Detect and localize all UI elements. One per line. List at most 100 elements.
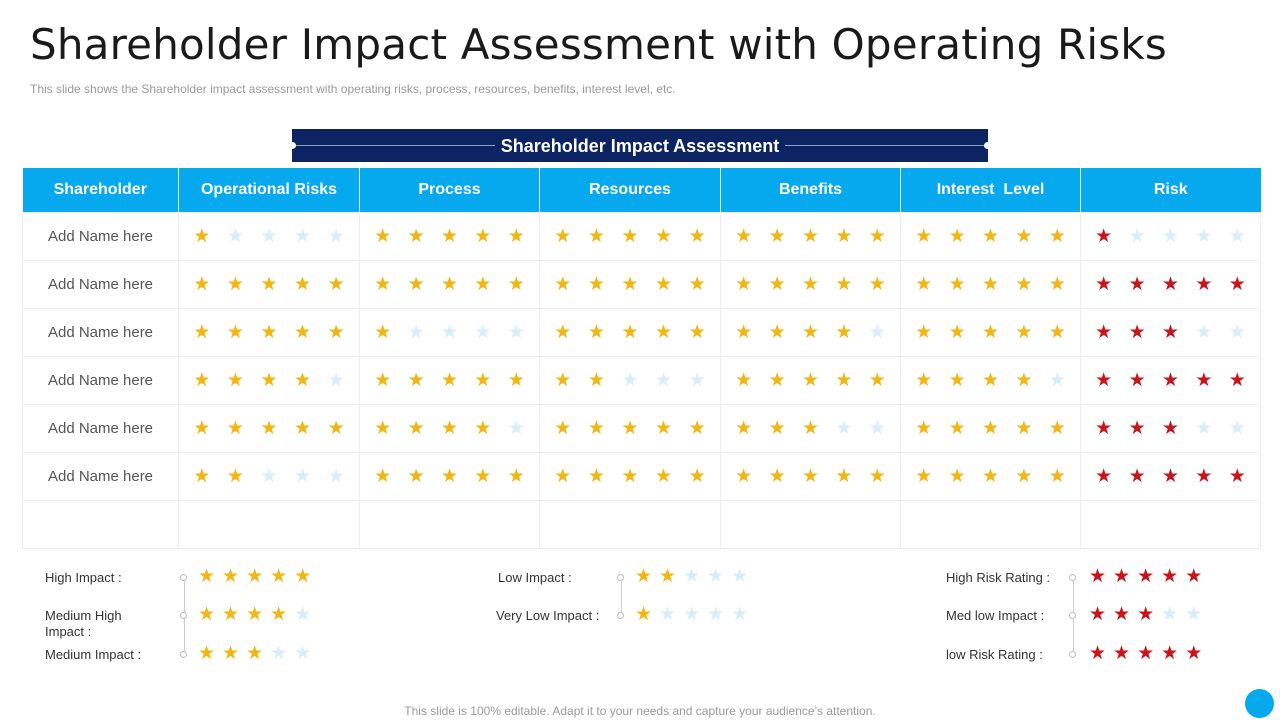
banner-title: Shareholder Impact Assessment	[292, 136, 988, 157]
rating-cell: ★ ★ ★ ★ ★	[178, 404, 360, 453]
table-row-empty	[22, 500, 1261, 549]
table-row: Add Name here ★ ★ ★ ★ ★ ★ ★ ★ ★ ★ ★ ★ ★ ★ ★ ★ ★ ★ ★ ★ ★ ★ ★ ★ ★ ★ ★…	[22, 356, 1261, 405]
legend-dot	[1069, 651, 1076, 658]
empty-star-icon: ★	[327, 226, 345, 247]
table-row: Add Name here ★ ★ ★ ★ ★ ★ ★ ★ ★ ★ ★ ★ ★ ★ ★ ★ ★ ★ ★ ★ ★ ★ ★ ★ ★ ★ ★…	[22, 212, 1261, 261]
rating-cell: ★ ★ ★ ★ ★	[539, 404, 721, 453]
star-rating: ★ ★ ★ ★ ★	[901, 419, 1080, 438]
filled-star-icon: ★	[1113, 604, 1131, 625]
filled-star-icon: ★	[1161, 274, 1179, 295]
rating-cell: ★ ★ ★ ★ ★	[1080, 308, 1261, 357]
table-body: Add Name here ★ ★ ★ ★ ★ ★ ★ ★ ★ ★ ★ ★ ★ ★ ★ ★ ★ ★ ★ ★ ★ ★ ★ ★ ★ ★ ★…	[22, 212, 1261, 549]
star-rating: ★ ★ ★ ★ ★	[179, 419, 359, 438]
filled-star-icon: ★	[222, 604, 240, 625]
filled-star-icon: ★	[981, 274, 999, 295]
legend-label-medium-impact: Medium Impact :	[45, 647, 142, 662]
filled-star-icon: ★	[1128, 418, 1146, 439]
filled-star-icon: ★	[193, 418, 211, 439]
filled-star-icon: ★	[260, 322, 278, 343]
filled-star-icon: ★	[198, 604, 216, 625]
rating-cell: ★ ★ ★ ★ ★	[539, 452, 721, 501]
star-rating: ★ ★ ★ ★ ★	[540, 419, 720, 438]
empty-star-icon: ★	[868, 418, 886, 439]
star-rating: ★ ★ ★ ★ ★	[721, 419, 900, 438]
empty-star-icon: ★	[1195, 226, 1213, 247]
filled-star-icon: ★	[246, 643, 264, 664]
star-rating: ★ ★ ★ ★ ★	[540, 275, 720, 294]
legend-label-low-impact: Low Impact :	[498, 570, 572, 585]
legend-dot	[1069, 612, 1076, 619]
filled-star-icon: ★	[226, 418, 244, 439]
assessment-banner: Shareholder Impact Assessment	[289, 129, 991, 162]
filled-star-icon: ★	[587, 418, 605, 439]
rating-cell: ★ ★ ★ ★ ★	[359, 308, 540, 357]
rating-cell: ★ ★ ★ ★ ★	[720, 404, 901, 453]
empty-star-icon: ★	[688, 370, 706, 391]
filled-star-icon: ★	[835, 226, 853, 247]
filled-star-icon: ★	[1089, 643, 1107, 664]
filled-star-icon: ★	[260, 274, 278, 295]
filled-star-icon: ★	[1095, 274, 1113, 295]
filled-star-icon: ★	[1128, 370, 1146, 391]
filled-star-icon: ★	[1137, 643, 1155, 664]
filled-star-icon: ★	[440, 274, 458, 295]
filled-star-icon: ★	[507, 274, 525, 295]
filled-star-icon: ★	[294, 418, 312, 439]
filled-star-icon: ★	[948, 274, 966, 295]
assessment-table: Shareholder Operational Risks Process Re…	[22, 168, 1261, 549]
star-rating: ★ ★ ★ ★ ★	[1081, 227, 1260, 246]
star-rating: ★ ★ ★ ★ ★	[1081, 467, 1260, 486]
filled-star-icon: ★	[1095, 322, 1113, 343]
filled-star-icon: ★	[621, 274, 639, 295]
filled-star-icon: ★	[1185, 643, 1203, 664]
filled-star-icon: ★	[374, 226, 392, 247]
filled-star-icon: ★	[1015, 322, 1033, 343]
filled-star-icon: ★	[868, 370, 886, 391]
filled-star-icon: ★	[635, 566, 653, 587]
empty-star-icon: ★	[327, 370, 345, 391]
filled-star-icon: ★	[270, 604, 288, 625]
header-resources: Resources	[539, 168, 721, 213]
filled-star-icon: ★	[1015, 466, 1033, 487]
filled-star-icon: ★	[688, 322, 706, 343]
star-rating: ★ ★ ★ ★ ★	[360, 323, 539, 342]
empty-star-icon: ★	[474, 322, 492, 343]
legend-dot	[180, 651, 187, 658]
filled-star-icon: ★	[270, 566, 288, 587]
filled-star-icon: ★	[407, 226, 425, 247]
rating-cell: ★ ★ ★ ★ ★	[178, 356, 360, 405]
filled-star-icon: ★	[374, 466, 392, 487]
filled-star-icon: ★	[688, 226, 706, 247]
filled-star-icon: ★	[587, 274, 605, 295]
filled-star-icon: ★	[801, 226, 819, 247]
filled-star-icon: ★	[260, 418, 278, 439]
empty-star-icon: ★	[226, 226, 244, 247]
shareholder-name: Add Name here	[22, 212, 179, 261]
filled-star-icon: ★	[198, 566, 216, 587]
filled-star-icon: ★	[1195, 370, 1213, 391]
filled-star-icon: ★	[226, 370, 244, 391]
filled-star-icon: ★	[655, 274, 673, 295]
legend-stars-high-risk-rating: ★ ★ ★ ★ ★	[1089, 567, 1202, 586]
rating-cell: ★ ★ ★ ★ ★	[900, 308, 1081, 357]
banner-left-dot	[289, 142, 296, 149]
shareholder-name: Add Name here	[22, 452, 179, 501]
filled-star-icon: ★	[835, 370, 853, 391]
empty-star-icon: ★	[707, 566, 725, 587]
table-row: Add Name here ★ ★ ★ ★ ★ ★ ★ ★ ★ ★ ★ ★ ★ ★ ★ ★ ★ ★ ★ ★ ★ ★ ★ ★ ★ ★ ★…	[22, 308, 1261, 357]
rating-cell: ★ ★ ★ ★ ★	[539, 212, 721, 261]
filled-star-icon: ★	[735, 274, 753, 295]
filled-star-icon: ★	[1195, 466, 1213, 487]
filled-star-icon: ★	[407, 370, 425, 391]
filled-star-icon: ★	[948, 418, 966, 439]
legend-dot	[617, 612, 624, 619]
filled-star-icon: ★	[801, 418, 819, 439]
empty-cell	[1080, 500, 1261, 549]
filled-star-icon: ★	[915, 226, 933, 247]
rating-cell: ★ ★ ★ ★ ★	[900, 404, 1081, 453]
filled-star-icon: ★	[587, 322, 605, 343]
filled-star-icon: ★	[1048, 226, 1066, 247]
filled-star-icon: ★	[835, 274, 853, 295]
empty-star-icon: ★	[835, 418, 853, 439]
empty-star-icon: ★	[1195, 418, 1213, 439]
